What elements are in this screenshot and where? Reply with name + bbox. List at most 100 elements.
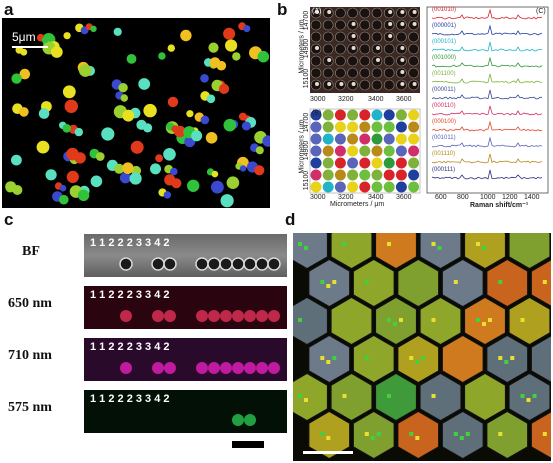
bead bbox=[241, 121, 251, 131]
bead bbox=[232, 310, 244, 322]
bead bbox=[339, 82, 344, 86]
fluorescence-micrograph-a: 5μm bbox=[2, 18, 270, 208]
y-tick-A-3: 15100 bbox=[303, 68, 311, 89]
code-dot bbox=[298, 394, 302, 398]
bead bbox=[50, 46, 63, 58]
well bbox=[359, 43, 371, 55]
well bbox=[335, 67, 346, 79]
classified-well bbox=[322, 109, 334, 121]
bead bbox=[262, 135, 270, 147]
classified-well bbox=[408, 157, 420, 169]
classified-well bbox=[310, 121, 322, 133]
bead bbox=[118, 83, 128, 93]
spectrum-code-label: (000001) bbox=[432, 23, 457, 29]
code-dot bbox=[320, 432, 325, 436]
hex-particle bbox=[293, 296, 328, 346]
code-dot bbox=[298, 318, 302, 322]
well bbox=[371, 67, 383, 79]
well bbox=[371, 31, 383, 43]
classified-well bbox=[334, 145, 346, 157]
code-dot bbox=[326, 360, 331, 364]
classified-well bbox=[408, 121, 420, 133]
x-tick-A-3: 3400 bbox=[368, 96, 384, 103]
bead bbox=[232, 414, 244, 426]
hex-particle bbox=[530, 259, 551, 307]
raman-spectrum bbox=[431, 89, 542, 100]
x-tick-A-4: 3600 bbox=[396, 96, 412, 103]
bead bbox=[20, 48, 28, 56]
code-dot bbox=[304, 246, 308, 250]
bead bbox=[412, 22, 417, 26]
classified-well bbox=[310, 157, 322, 169]
bead bbox=[255, 146, 264, 155]
raman-spectrum bbox=[431, 120, 543, 132]
panel-label-a: a bbox=[4, 0, 14, 19]
well bbox=[359, 7, 371, 19]
code-dot bbox=[320, 280, 325, 284]
well bbox=[310, 55, 322, 67]
code-dot bbox=[542, 432, 547, 436]
code-dot bbox=[387, 242, 391, 246]
well bbox=[371, 19, 383, 31]
subpanel-A-label: (A) bbox=[312, 8, 322, 15]
code-dot bbox=[326, 436, 331, 440]
code-dot bbox=[326, 284, 331, 288]
classified-well bbox=[322, 169, 334, 181]
x-tick-B-1: 3000 bbox=[310, 194, 326, 201]
code-dot bbox=[415, 360, 420, 364]
classified-well bbox=[371, 133, 383, 145]
classified-well bbox=[359, 169, 371, 181]
hex-particle bbox=[530, 335, 551, 383]
bead bbox=[315, 10, 319, 14]
x-tick-A-2: 3200 bbox=[338, 96, 354, 103]
code-dot bbox=[387, 318, 391, 322]
bead bbox=[77, 189, 90, 201]
spectrum-code-label: (000111) bbox=[432, 167, 456, 173]
code-dot bbox=[298, 242, 302, 246]
well bbox=[383, 43, 395, 55]
bead bbox=[150, 163, 161, 175]
x-axis-label-B: Micrometers / μm bbox=[330, 201, 385, 208]
classified-well bbox=[334, 133, 346, 145]
hex-particle bbox=[419, 296, 462, 346]
bead bbox=[388, 10, 393, 14]
code-dot bbox=[542, 280, 547, 284]
raman-spectrum bbox=[431, 41, 542, 52]
row-label-575: 575 nm bbox=[8, 400, 52, 415]
panel-b-figure: (A) (B) (C) Micrometers / μm Micrometers… bbox=[292, 5, 550, 209]
x-tick-B-4: 3600 bbox=[396, 194, 412, 201]
bead bbox=[11, 73, 22, 84]
strip-bf-numbers: 1 1 2 2 2 3 3 4 2 bbox=[90, 237, 170, 249]
row-label-710: 710 nm bbox=[8, 348, 52, 363]
bead bbox=[351, 22, 356, 26]
classified-well bbox=[322, 157, 334, 169]
classified-well bbox=[383, 157, 395, 169]
well bbox=[335, 55, 346, 67]
code-dot bbox=[376, 432, 381, 436]
raman-spectrum bbox=[431, 169, 543, 180]
classified-well bbox=[359, 145, 371, 157]
bead bbox=[412, 82, 417, 86]
code-dot bbox=[482, 322, 486, 326]
y-tick-B-3: 15100 bbox=[303, 170, 311, 191]
well bbox=[359, 79, 371, 91]
bead bbox=[74, 152, 86, 164]
bead bbox=[195, 257, 209, 271]
classified-well bbox=[334, 121, 346, 133]
classified-well bbox=[334, 181, 346, 193]
well bbox=[310, 67, 322, 79]
classified-well bbox=[395, 145, 407, 157]
code-dot bbox=[342, 242, 347, 246]
bead bbox=[257, 50, 270, 63]
bead bbox=[243, 257, 257, 271]
well bbox=[335, 31, 346, 43]
y-tick-B-2: 14900 bbox=[303, 140, 311, 161]
bead bbox=[218, 83, 230, 94]
bead bbox=[45, 169, 57, 181]
bead bbox=[400, 82, 405, 86]
hex-particle bbox=[486, 410, 529, 460]
classified-well bbox=[371, 121, 383, 133]
classified-well bbox=[383, 169, 395, 181]
bead bbox=[376, 46, 380, 50]
scalebar-label-a: 5μm bbox=[12, 30, 36, 44]
